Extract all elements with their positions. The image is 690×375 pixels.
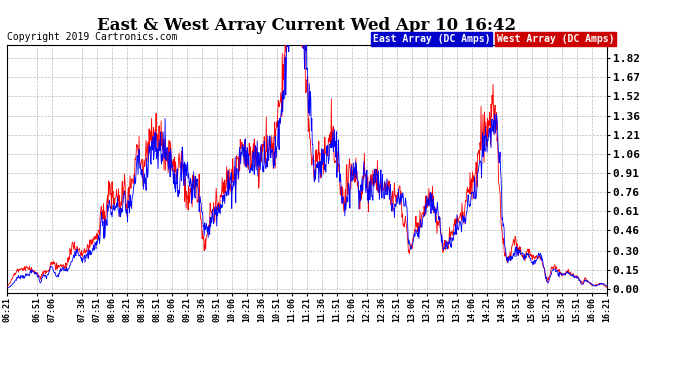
Text: East & West Array Current Wed Apr 10 16:42: East & West Array Current Wed Apr 10 16:…	[97, 17, 517, 34]
Text: Copyright 2019 Cartronics.com: Copyright 2019 Cartronics.com	[7, 32, 177, 42]
Text: East Array (DC Amps): East Array (DC Amps)	[373, 34, 490, 44]
Text: West Array (DC Amps): West Array (DC Amps)	[497, 34, 614, 44]
